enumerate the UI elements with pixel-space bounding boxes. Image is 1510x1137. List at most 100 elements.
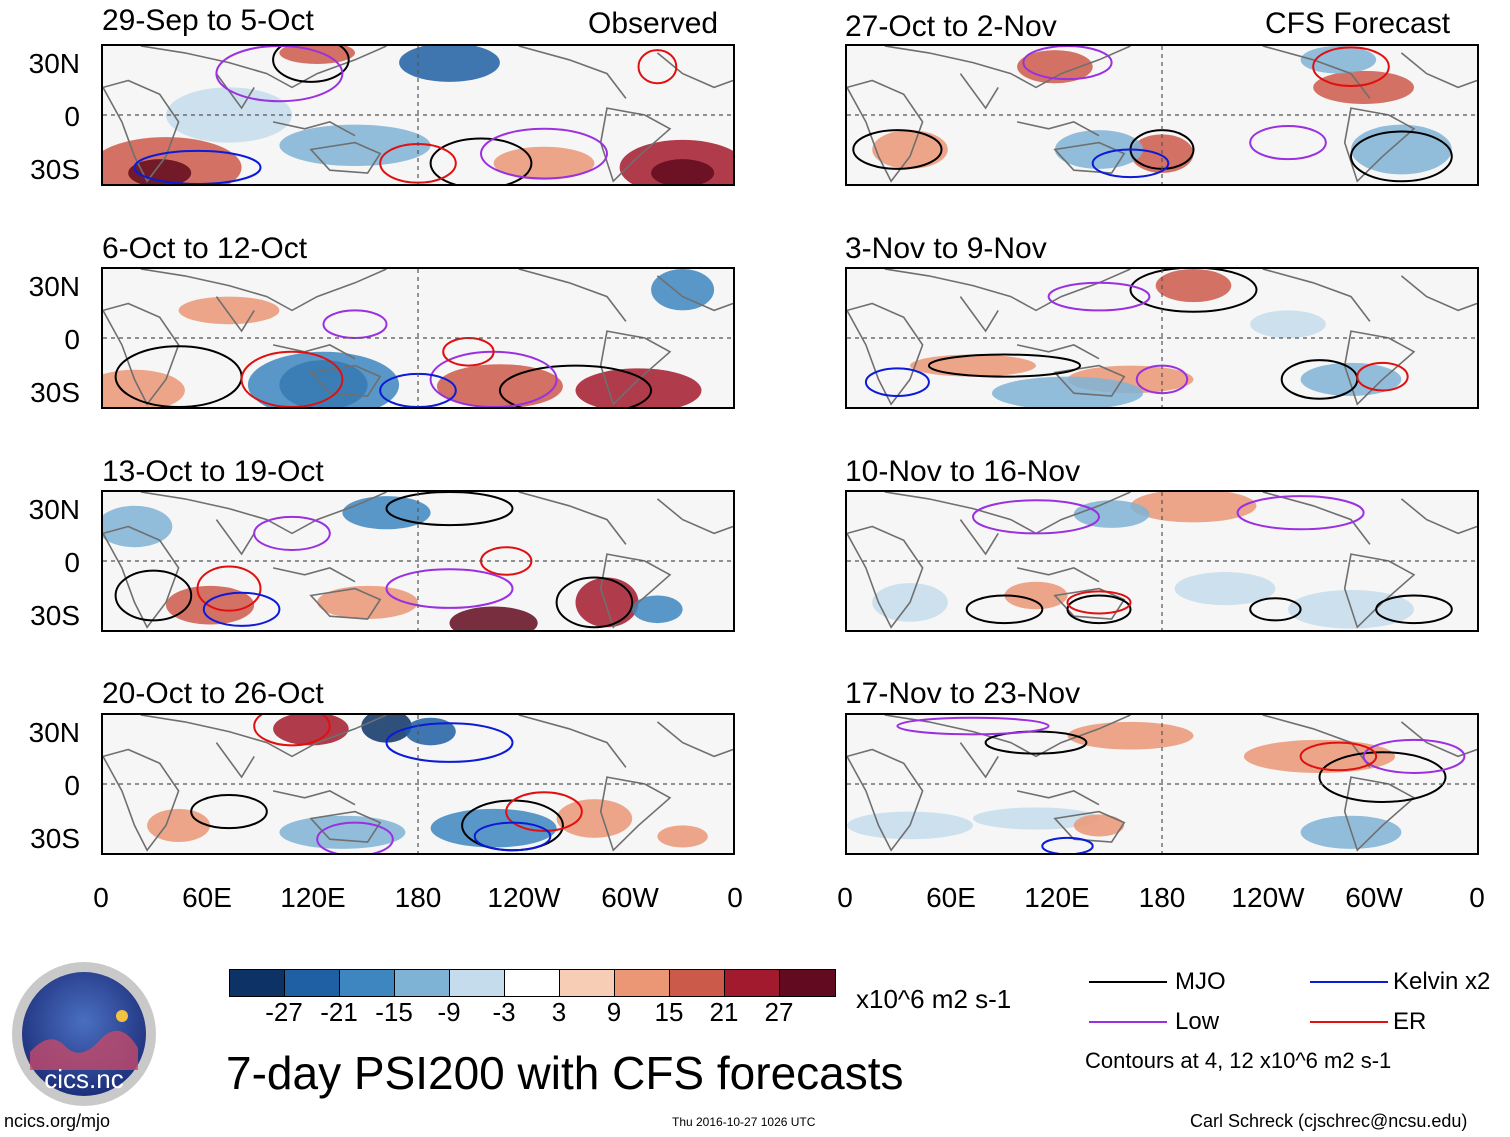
colorbar-cell-1 (285, 970, 340, 996)
coastline-7 (1400, 52, 1477, 89)
coastline-0 (847, 748, 924, 852)
map-panel-fc-4 (845, 713, 1479, 855)
anomaly-blob-2 (436, 364, 563, 407)
anomaly-blob-3 (973, 807, 1099, 830)
colorbar-cell-5 (505, 970, 560, 996)
coastline-4 (309, 364, 382, 397)
lon-label-0-end: 0 (1469, 882, 1485, 913)
panel-title-obs-4: 20-Oct to 26-Oct (102, 677, 324, 710)
coastline-7 (1400, 498, 1477, 535)
panel-title-obs-3: 13-Oct to 19-Oct (102, 455, 324, 488)
lat-label-30s: 30S (30, 377, 80, 408)
legend-label-mjo: MJO (1175, 968, 1226, 995)
cics-logo-graphic: cics.nc (12, 962, 156, 1106)
map-field (847, 492, 1477, 630)
colorbar-cell-2 (340, 970, 395, 996)
anomaly-blob-2 (1300, 46, 1377, 74)
coastline-6 (1343, 776, 1416, 852)
colorbar-tick-3: -9 (437, 997, 461, 1027)
colorbar-cell-7 (615, 970, 670, 996)
anomaly-blob-4 (651, 269, 715, 311)
contour-0 (272, 46, 350, 83)
contour-3 (196, 565, 262, 612)
map-panel-obs-4 (101, 713, 735, 855)
contour-6 (1091, 148, 1170, 179)
coastline-5 (518, 492, 627, 545)
panel-title-fc-4: 17-Nov to 23-Nov (845, 677, 1081, 710)
anomaly-blob-5 (342, 496, 431, 530)
coastline-2 (215, 519, 255, 556)
anomaly-blob-6 (872, 130, 948, 169)
map-panel-obs-2 (101, 267, 735, 409)
contour-5 (253, 515, 331, 551)
legend-line-kelvin (1310, 981, 1388, 983)
contour-0 (1318, 751, 1447, 803)
colorbar-cell-6 (560, 970, 615, 996)
anomaly-blob-3 (651, 159, 715, 184)
coastline-3 (272, 790, 356, 806)
contour-2 (215, 46, 344, 103)
anomaly-blob-7 (279, 46, 355, 64)
timestamp: Thu 2016-10-27 1026 UTC (672, 1115, 816, 1129)
contour-2 (1249, 597, 1302, 622)
anomaly-blob-4 (1300, 362, 1402, 396)
contour-5 (864, 367, 930, 397)
contour-0 (852, 129, 943, 170)
coastline-7 (656, 498, 733, 535)
coastline-5 (518, 46, 627, 99)
panel-title-obs-1: 29-Sep to 5-Oct (102, 4, 314, 37)
contour-6 (385, 568, 514, 609)
anomaly-blob-5 (1073, 814, 1125, 837)
anomaly-blob-6 (103, 369, 185, 407)
cics-logo: cics.nc (10, 960, 158, 1108)
anomaly-blob-0 (449, 606, 538, 630)
coastline-7 (656, 52, 733, 89)
coastline-6 (599, 553, 672, 629)
panel-title-obs-2: 6-Oct to 12-Oct (102, 232, 308, 265)
contour-2 (555, 576, 634, 629)
contour-1 (498, 364, 653, 407)
lon-label-60w: 60W (1345, 882, 1403, 913)
coastline-1 (140, 492, 387, 535)
website-link[interactable]: ncics.org/mjo (4, 1111, 111, 1131)
coastline-4 (309, 141, 382, 174)
coastline-1 (884, 715, 1131, 758)
map-panel-fc-1 (845, 44, 1479, 186)
lon-label-180: 180 (394, 882, 442, 913)
contour-1 (385, 492, 514, 527)
map-panel-fc-3 (845, 490, 1479, 632)
coastline-3 (1016, 790, 1100, 806)
map-field (103, 492, 733, 630)
anomaly-blob-2 (1004, 581, 1068, 610)
contour-3 (1022, 46, 1113, 81)
map-field (847, 46, 1477, 184)
coastline-2 (959, 296, 999, 333)
coastline-5 (518, 715, 627, 768)
coastline-3 (1016, 344, 1100, 360)
coastline-5 (1262, 269, 1371, 322)
colorbar-tick-9: 27 (764, 997, 794, 1027)
contour-5 (442, 337, 495, 367)
lat-label-eq: 0 (64, 547, 80, 578)
legend-label-low: Low (1175, 1008, 1220, 1035)
anomaly-blob-0 (1130, 492, 1257, 523)
lat-label-30n: 30N (28, 494, 80, 525)
colorbar-cell-0 (230, 970, 285, 996)
coastline-2 (959, 73, 999, 110)
coastline-0 (847, 525, 924, 629)
coastline-6 (599, 776, 672, 852)
contour-2 (253, 715, 331, 747)
colorbar-tick-4: -3 (492, 997, 516, 1027)
colorbar-tick-6: 9 (606, 997, 622, 1027)
legend-line-low (1089, 1021, 1167, 1023)
lat-label-30s: 30S (30, 154, 80, 185)
lat-label-eq: 0 (64, 101, 80, 132)
colorbar-tick-7: 15 (654, 997, 684, 1027)
colorbar-tick-2: -15 (375, 997, 413, 1027)
colorbar-cell-8 (670, 970, 725, 996)
contour-0 (190, 794, 268, 830)
contour-5 (1236, 495, 1365, 531)
contour-5 (1312, 46, 1390, 88)
anomaly-blob-0 (1067, 721, 1194, 750)
lat-label-30n: 30N (28, 271, 80, 302)
